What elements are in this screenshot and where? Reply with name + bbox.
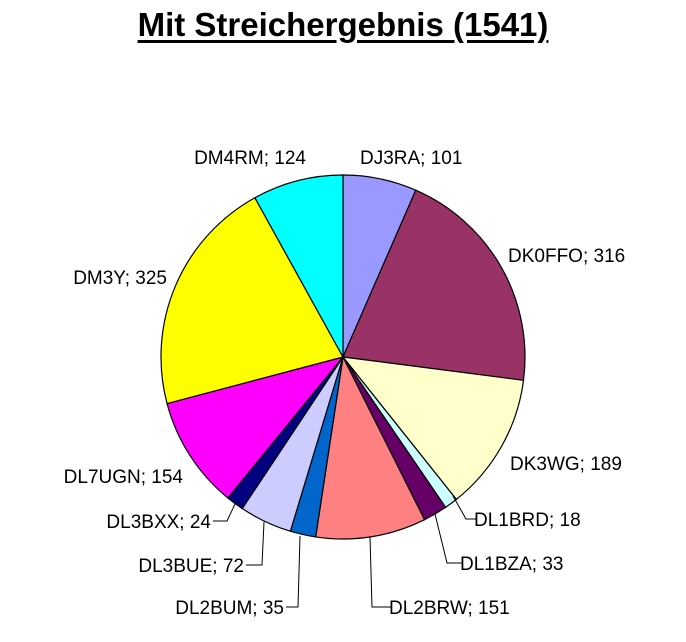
leader-line-dl3bue (246, 521, 265, 566)
leader-line-dl2bum (286, 535, 301, 608)
slice-label-dl1bza: DL1BZA; 33 (460, 554, 564, 575)
slice-label-dl7ugn: DL7UGN; 154 (64, 467, 184, 488)
slice-label-dl3bxx: DL3BXX; 24 (106, 512, 211, 533)
pie-slice-dl2brw (314, 355, 426, 540)
slice-label-dm3y: DM3Y; 325 (73, 268, 167, 289)
slice-label-dl1brd: DL1BRD; 18 (474, 510, 581, 531)
slice-label-dl3bue: DL3BUE; 72 (138, 556, 244, 577)
chart-title: Mit Streichergebnis (1541) (137, 6, 549, 43)
pie-slice-dk0ffo (342, 189, 526, 381)
slice-label-dk0ffo: DK0FFO; 316 (508, 246, 625, 267)
leader-line-dl1brd (452, 495, 476, 520)
slice-label-dk3wg: DK3WG; 189 (510, 454, 622, 475)
leader-line-dl1bza (434, 513, 462, 564)
leader-line-dl3bxx (213, 501, 237, 522)
slice-label-dl2bum: DL2BUM; 35 (175, 598, 284, 619)
pie-slice-dm4rm (254, 174, 344, 358)
slice-label-dl2brw: DL2BRW; 151 (389, 598, 510, 619)
leader-line-dl2brw (369, 536, 391, 608)
slice-label-dm4rm: DM4RM; 124 (194, 148, 306, 169)
slice-label-dj3ra: DJ3RA; 101 (360, 148, 462, 169)
pie-slice-dk3wg (341, 356, 525, 501)
pie-slice-dm3y (160, 196, 344, 405)
